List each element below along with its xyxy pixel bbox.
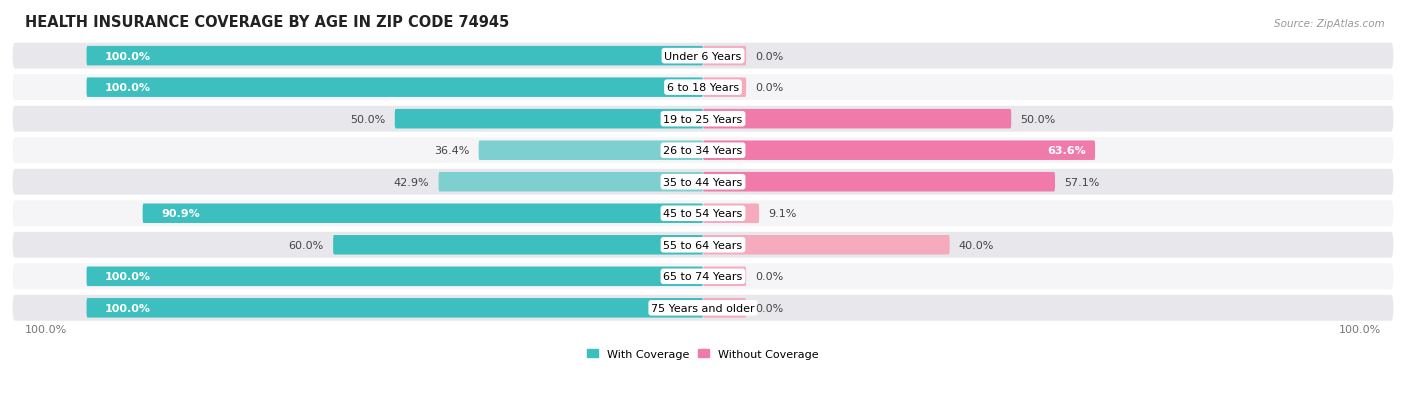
FancyBboxPatch shape [703, 267, 747, 286]
Text: 63.6%: 63.6% [1047, 146, 1085, 156]
Text: 55 to 64 Years: 55 to 64 Years [664, 240, 742, 250]
Text: 100.0%: 100.0% [105, 272, 150, 282]
Text: 100.0%: 100.0% [105, 83, 150, 93]
Text: 0.0%: 0.0% [755, 272, 783, 282]
FancyBboxPatch shape [87, 267, 703, 286]
FancyBboxPatch shape [703, 47, 747, 66]
FancyBboxPatch shape [439, 173, 703, 192]
FancyBboxPatch shape [395, 110, 703, 129]
FancyBboxPatch shape [703, 235, 949, 255]
Text: 90.9%: 90.9% [162, 209, 200, 219]
FancyBboxPatch shape [13, 295, 1393, 321]
Text: 26 to 34 Years: 26 to 34 Years [664, 146, 742, 156]
FancyBboxPatch shape [703, 298, 747, 318]
FancyBboxPatch shape [13, 169, 1393, 195]
Text: 6 to 18 Years: 6 to 18 Years [666, 83, 740, 93]
Legend: With Coverage, Without Coverage: With Coverage, Without Coverage [582, 344, 824, 363]
FancyBboxPatch shape [703, 141, 1095, 161]
Text: 100.0%: 100.0% [1339, 324, 1381, 334]
FancyBboxPatch shape [87, 298, 703, 318]
Text: 0.0%: 0.0% [755, 83, 783, 93]
Text: 42.9%: 42.9% [394, 177, 429, 187]
Text: 36.4%: 36.4% [434, 146, 470, 156]
Text: 9.1%: 9.1% [768, 209, 797, 219]
FancyBboxPatch shape [142, 204, 703, 223]
Text: 75 Years and older: 75 Years and older [651, 303, 755, 313]
Text: Source: ZipAtlas.com: Source: ZipAtlas.com [1274, 19, 1385, 28]
Text: 35 to 44 Years: 35 to 44 Years [664, 177, 742, 187]
Text: HEALTH INSURANCE COVERAGE BY AGE IN ZIP CODE 74945: HEALTH INSURANCE COVERAGE BY AGE IN ZIP … [25, 15, 509, 30]
FancyBboxPatch shape [703, 78, 747, 98]
Text: 65 to 74 Years: 65 to 74 Years [664, 272, 742, 282]
FancyBboxPatch shape [13, 201, 1393, 227]
FancyBboxPatch shape [87, 78, 703, 98]
FancyBboxPatch shape [333, 235, 703, 255]
Text: 57.1%: 57.1% [1064, 177, 1099, 187]
FancyBboxPatch shape [87, 47, 703, 66]
Text: 0.0%: 0.0% [755, 52, 783, 62]
Text: 100.0%: 100.0% [105, 52, 150, 62]
Text: 100.0%: 100.0% [25, 324, 67, 334]
FancyBboxPatch shape [13, 107, 1393, 132]
Text: 50.0%: 50.0% [1021, 114, 1056, 124]
FancyBboxPatch shape [13, 264, 1393, 290]
Text: 100.0%: 100.0% [105, 303, 150, 313]
Text: 40.0%: 40.0% [959, 240, 994, 250]
FancyBboxPatch shape [703, 204, 759, 223]
FancyBboxPatch shape [13, 75, 1393, 101]
FancyBboxPatch shape [13, 138, 1393, 164]
Text: 19 to 25 Years: 19 to 25 Years [664, 114, 742, 124]
FancyBboxPatch shape [13, 232, 1393, 258]
Text: 50.0%: 50.0% [350, 114, 385, 124]
FancyBboxPatch shape [703, 173, 1054, 192]
FancyBboxPatch shape [13, 44, 1393, 69]
Text: 45 to 54 Years: 45 to 54 Years [664, 209, 742, 219]
Text: 60.0%: 60.0% [288, 240, 323, 250]
FancyBboxPatch shape [478, 141, 703, 161]
Text: Under 6 Years: Under 6 Years [665, 52, 741, 62]
Text: 0.0%: 0.0% [755, 303, 783, 313]
FancyBboxPatch shape [703, 110, 1011, 129]
